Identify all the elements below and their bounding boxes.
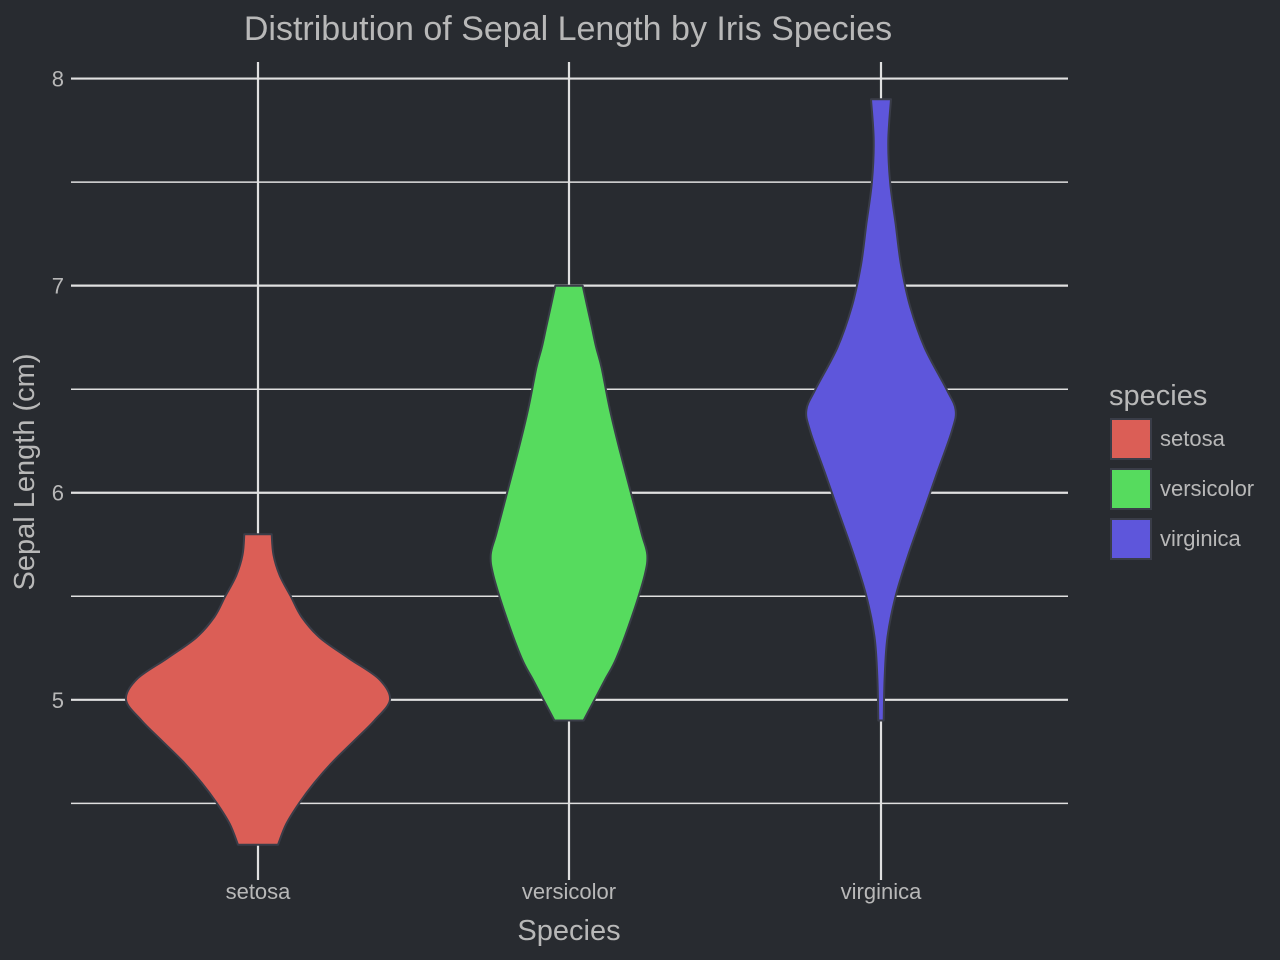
y-tick-label: 6: [52, 481, 64, 506]
legend-swatch-virginica: [1110, 518, 1152, 560]
violin-setosa: [124, 533, 392, 846]
x-tick-label: setosa: [226, 879, 292, 904]
y-axis-label: Sepal Length (cm): [9, 354, 41, 591]
legend-swatch-setosa: [1110, 418, 1152, 460]
y-tick-labels: 5 6 7 8: [52, 67, 64, 713]
violin-virginica: [805, 98, 957, 722]
legend-label-versicolor: versicolor: [1160, 476, 1254, 501]
legend-label-virginica: virginica: [1160, 526, 1241, 551]
x-tick-label: virginica: [841, 879, 922, 904]
x-tick-labels: setosa versicolor virginica: [226, 879, 923, 904]
y-tick-label: 5: [52, 688, 64, 713]
legend-swatch-versicolor: [1110, 468, 1152, 510]
legend-title: species: [1109, 380, 1207, 412]
legend: species setosa versicolor virginica: [1109, 380, 1254, 560]
legend-label-setosa: setosa: [1160, 426, 1226, 451]
x-tick-label: versicolor: [522, 879, 616, 904]
y-tick-label: 7: [52, 274, 64, 299]
y-tick-label: 8: [52, 67, 64, 92]
violin-versicolor: [489, 284, 649, 722]
x-axis-label: Species: [517, 915, 620, 947]
violin-layer: [124, 98, 957, 846]
chart-title: Distribution of Sepal Length by Iris Spe…: [244, 10, 892, 48]
